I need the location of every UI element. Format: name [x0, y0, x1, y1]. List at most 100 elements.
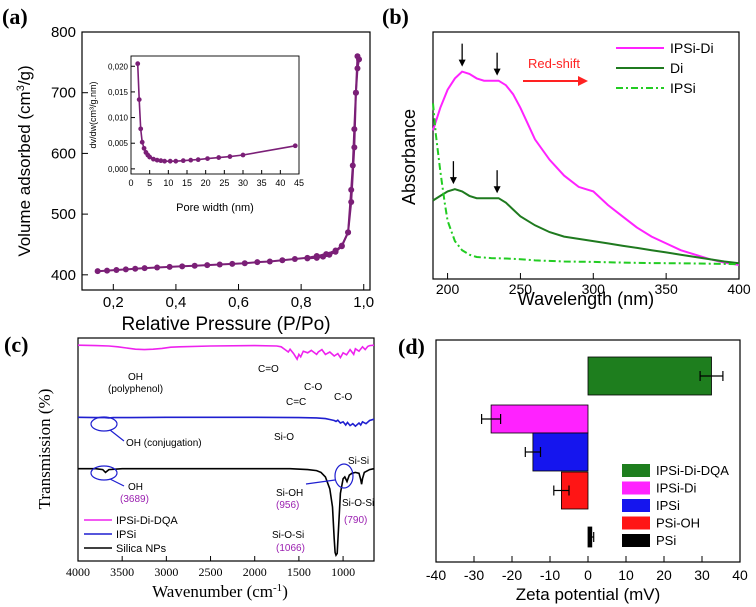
annot-si-oh-wavenumber: (956): [276, 500, 299, 511]
panel-c-chart: Transmission (%) Wavenumber (cm-1) 4000 3…: [35, 337, 375, 601]
b-xtick-label: 350: [654, 281, 678, 297]
inset-ylabel: dv/dw(cm³/g.nm): [88, 81, 98, 148]
panel-c-label: (c): [4, 332, 28, 357]
a-point-desorption: [332, 248, 339, 255]
inset-frame: [130, 55, 300, 175]
inset-point: [240, 152, 246, 158]
d-legend-swatch: [622, 464, 650, 477]
inset-point: [136, 97, 142, 103]
a-point-desorption: [354, 65, 361, 72]
a-point-desorption: [313, 254, 320, 261]
c-legend-label: Silica NPs: [116, 543, 167, 555]
c-series-line-Silica NPs: [78, 467, 375, 558]
d-bar-IPSi: [532, 432, 589, 472]
panel-a-inset: Pore width (nm) dv/dw(cm³/g.nm) 0 5 10 15 20…: [88, 55, 304, 214]
inset-point: [167, 158, 173, 164]
inset-point: [195, 157, 201, 163]
panel-c-xlabel: Wavenumber (cm-1): [152, 582, 288, 601]
a-point-adsorption: [241, 260, 248, 267]
annot-c-o-1: C-O: [304, 382, 323, 393]
b-xtick-label: 300: [582, 281, 606, 297]
a-xtick-label: 0,4: [165, 294, 186, 311]
d-legend-label: IPSi-Di: [656, 481, 697, 496]
inset-ytick-label: 0,020: [108, 62, 129, 71]
si-o-si-circle: [334, 463, 354, 489]
a-point-desorption: [320, 253, 327, 260]
d-xtick-label: 40: [732, 567, 748, 583]
oh-silica-pointer: [109, 478, 125, 487]
oh-conjugation-pointer: [109, 429, 125, 442]
d-xtick-label: 0: [584, 567, 592, 583]
d-xtick-label: -40: [426, 567, 446, 583]
red-shift-label: Red-shift: [528, 56, 580, 71]
panel-b-frame: [432, 31, 740, 280]
annot-si-o-si-1066: Si-O-Si: [272, 530, 304, 541]
inset-point: [216, 155, 222, 160]
panel-b-label: (b): [382, 4, 409, 29]
b-xtick-label: 400: [727, 281, 751, 297]
a-ytick-label: 600: [51, 145, 76, 162]
annot-oh-wavenumber: (3689): [120, 494, 149, 505]
inset-point: [139, 139, 145, 145]
annot-si-o-si-790: Si-O-Si: [342, 498, 374, 509]
inset-point: [292, 143, 298, 149]
inset-xtick-label: 40: [275, 178, 285, 188]
annot-si-o-si-790-value: (790): [344, 515, 367, 526]
d-xtick-label: 30: [694, 567, 710, 583]
c-series-line-IPSi: [77, 416, 375, 428]
b-xtick-label: 200: [436, 281, 460, 297]
panel-b-chart: Wavelength (nm) Absorbance 200 250 300 350 4…: [399, 31, 751, 309]
inset-xtick-label: 30: [238, 178, 248, 188]
panel-b-ylabel: Absorbance: [399, 109, 419, 205]
a-series-line-adsorption: [97, 56, 359, 273]
c-legend-label: IPSi-Di-DQA: [116, 515, 178, 527]
panel-b-legend: IPSi-Di Di IPSi: [616, 40, 714, 96]
inset-xtick-label: 15: [182, 178, 192, 188]
annot-oh-polyphenol: OH: [128, 372, 143, 383]
inset-point: [188, 157, 194, 163]
annot-si-si: Si-Si: [348, 456, 369, 467]
inset-point: [180, 158, 186, 164]
a-point-desorption: [356, 56, 363, 63]
c-xtick-label: 1000: [331, 565, 355, 579]
peak-arrowhead: [493, 186, 501, 194]
a-point-adsorption: [179, 263, 186, 270]
a-ytick-label: 700: [51, 85, 76, 102]
c-series-line-IPSi-Di-DQA: [77, 344, 375, 361]
d-xtick-label: -20: [502, 567, 522, 583]
a-point-desorption: [352, 89, 359, 96]
a-point-desorption: [338, 243, 345, 250]
a-point-desorption: [349, 162, 356, 169]
a-point-adsorption: [279, 257, 286, 264]
a-point-adsorption: [191, 262, 198, 269]
panel-d-chart: Zeta potential (mV) -40 -30 -20 -10 0 10 20 30 4…: [426, 339, 748, 604]
a-point-adsorption: [166, 263, 173, 270]
inset-point: [227, 154, 233, 159]
annot-si-o-si-1066-value: (1066): [276, 543, 305, 554]
a-point-adsorption: [141, 265, 148, 272]
annot-c-eq-o: C=O: [258, 364, 279, 375]
panel-d-label: (d): [398, 334, 425, 359]
a-point-adsorption: [204, 262, 211, 269]
c-xtick-label: 3500: [110, 565, 134, 579]
annot-si-oh: Si-OH: [276, 488, 303, 499]
panel-a-chart: Relative Pressure (P/Po) Volume adsorbed…: [15, 24, 374, 335]
b-legend-label: Di: [670, 60, 683, 76]
inset-series-line: [136, 63, 296, 162]
a-point-desorption: [351, 126, 358, 133]
annot-si-o: Si-O: [274, 432, 294, 443]
inset-point: [162, 158, 168, 164]
b-legend-label: IPSi-Di: [670, 40, 714, 56]
inset-point: [173, 158, 179, 164]
a-point-desorption: [345, 229, 352, 236]
c-xtick-label: 3000: [154, 565, 178, 579]
a-point-desorption: [304, 255, 311, 262]
inset-point: [154, 157, 160, 163]
red-shift-arrowhead: [578, 76, 588, 86]
inset-point: [138, 126, 144, 132]
c-xtick-label: 2500: [199, 565, 223, 579]
a-point-adsorption: [132, 265, 139, 272]
panel-c-legend: IPSi-Di-DQA IPSi Silica NPs: [84, 515, 178, 555]
annot-c-o-2: C-O: [334, 392, 353, 403]
